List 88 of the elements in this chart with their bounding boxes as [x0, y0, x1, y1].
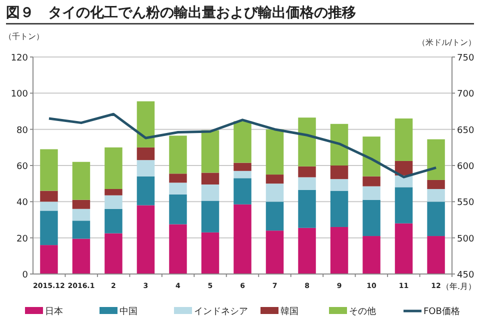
y-tick-label: 120	[10, 54, 28, 64]
bar	[330, 179, 348, 191]
bar	[72, 238, 90, 274]
bar	[266, 174, 284, 184]
bar	[40, 149, 58, 191]
y-tick-label: 100	[10, 90, 28, 100]
bar	[394, 223, 413, 274]
bar	[427, 180, 445, 190]
y-tick-label: 20	[16, 234, 28, 244]
bar	[136, 147, 155, 160]
bar	[234, 121, 252, 163]
bar	[298, 118, 316, 166]
bar	[234, 204, 252, 274]
bar	[201, 172, 220, 184]
bar	[394, 187, 413, 224]
x-axis-title: （年.月）	[441, 282, 476, 291]
bar	[234, 162, 252, 171]
bar	[266, 230, 284, 274]
bar	[330, 226, 348, 274]
bar	[362, 176, 380, 186]
bar	[40, 190, 58, 202]
bar	[362, 136, 380, 176]
bar	[298, 190, 316, 228]
bar	[201, 184, 220, 201]
bar	[330, 166, 348, 180]
bar	[298, 166, 316, 178]
legend-label: インドネシア	[194, 307, 248, 317]
legend-label: その他	[349, 306, 376, 317]
y2-tick-label: 600	[457, 162, 474, 172]
bar	[427, 236, 445, 274]
y-tick-label: 80	[16, 126, 28, 136]
legend-label: FOB価格	[424, 306, 460, 317]
bar	[72, 200, 90, 209]
bar	[234, 178, 252, 204]
bar	[104, 189, 122, 196]
bar	[201, 232, 220, 274]
bar	[72, 220, 90, 239]
bar	[136, 176, 155, 206]
bar	[136, 101, 155, 148]
y-tick-label: 0	[22, 270, 28, 280]
bar	[266, 202, 284, 231]
bar	[394, 118, 413, 161]
bar	[169, 136, 187, 174]
bar	[330, 124, 348, 166]
y2-tick-label: 650	[457, 126, 474, 136]
legend-label: 日本	[45, 306, 63, 317]
bar	[169, 224, 187, 274]
bar	[104, 195, 122, 209]
bar	[169, 174, 187, 183]
bar	[201, 130, 220, 173]
bar	[427, 189, 445, 202]
legend-label: 中国	[120, 306, 138, 317]
bar	[362, 186, 380, 200]
y2-tick-label: 500	[457, 234, 474, 244]
line-series	[48, 112, 438, 178]
y-tick-label: 60	[16, 162, 28, 172]
bar	[72, 208, 90, 221]
legend-label: 韓国	[280, 306, 298, 317]
bar	[169, 182, 187, 194]
y-tick-label: 40	[16, 198, 28, 208]
y2-tick-label: 550	[457, 198, 474, 208]
y2-tick-label: 450	[457, 270, 474, 280]
bar	[234, 170, 252, 178]
bar	[266, 184, 284, 202]
bar	[104, 233, 122, 274]
bar	[169, 194, 187, 224]
bar	[40, 245, 58, 274]
bar	[72, 162, 90, 200]
y2-tick-label: 700	[457, 90, 474, 100]
bar	[201, 200, 220, 232]
y2-axis-title: （米ドル/トン）	[417, 38, 476, 47]
bar	[136, 205, 155, 274]
bar	[136, 160, 155, 176]
bar	[104, 208, 122, 234]
bar	[298, 177, 316, 190]
bar	[427, 139, 445, 180]
bar	[362, 236, 380, 274]
chart-title: 図９ タイの化工でん粉の輸出量および輸出価格の推移	[6, 5, 356, 21]
y2-tick-label: 750	[457, 54, 474, 64]
bar	[330, 190, 348, 227]
bar	[40, 210, 58, 246]
bar	[40, 202, 58, 211]
bar	[362, 200, 380, 236]
bar	[266, 129, 284, 175]
bar	[427, 202, 445, 236]
bar	[298, 228, 316, 274]
bar	[104, 147, 122, 190]
y-axis-title: （千トン）	[4, 32, 44, 41]
